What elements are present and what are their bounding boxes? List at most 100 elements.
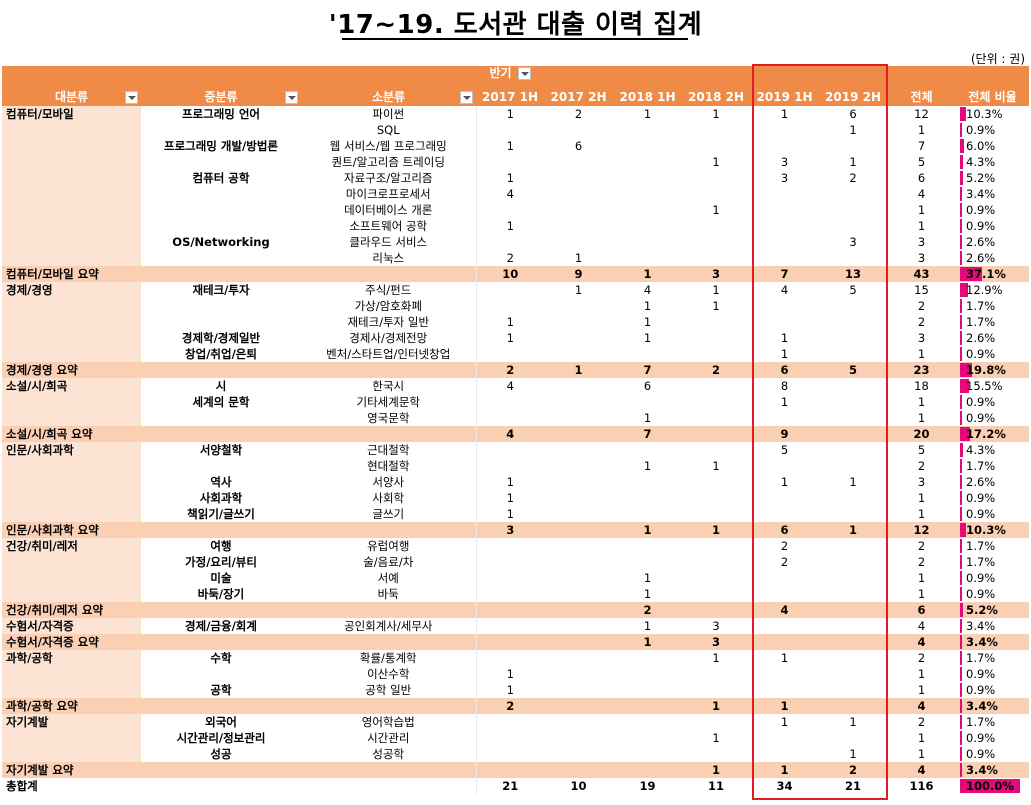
total-cell: 1	[917, 506, 926, 521]
ratio-bar	[960, 747, 962, 761]
period-value-cell: 1	[780, 714, 789, 729]
ratio-value: 0.9%	[966, 410, 996, 425]
period-value-cell	[613, 714, 682, 730]
period-value-cell: 4	[476, 426, 544, 442]
sub-category-cell: 마이크로프로세서	[301, 186, 477, 202]
ratio-cell: 0.9%	[956, 346, 1029, 362]
ratio-cell: 0.9%	[956, 746, 1029, 762]
period-value-cell	[682, 602, 750, 618]
period-value-cell: 5	[849, 282, 857, 297]
mid-category-cell	[141, 154, 301, 170]
ratio-bar	[960, 267, 982, 281]
mid-category-cell: 사회과학	[199, 490, 243, 505]
category-cell: 인문/사회과학	[2, 442, 141, 458]
category-cell	[2, 218, 141, 234]
column-header-period: 2017 1H	[476, 81, 544, 106]
category-cell	[2, 394, 141, 410]
ratio-cell: 1.7%	[956, 538, 1029, 554]
ratio-value: 5.2%	[966, 602, 998, 617]
mid-category-cell	[141, 298, 301, 314]
period-value-cell	[682, 538, 750, 554]
ratio-value: 0.9%	[966, 202, 996, 217]
period-value-cell: 21	[819, 778, 887, 794]
mid-category-cell	[141, 522, 301, 538]
period-value-cell	[819, 394, 887, 410]
period-value-cell: 5	[780, 442, 789, 457]
period-value-cell	[476, 762, 544, 778]
filter-dropdown-icon[interactable]	[460, 91, 473, 104]
ratio-cell: 1.7%	[956, 554, 1029, 570]
sub-category-cell: 한국시	[301, 378, 477, 394]
filter-dropdown-icon[interactable]	[125, 91, 138, 104]
category-cell: 경제/경영 요약	[2, 362, 141, 378]
period-value-cell: 1	[643, 586, 652, 601]
table-row: 건강/취미/레저 여행 유럽여행 2 2 1.7%	[2, 538, 1029, 554]
period-value-cell: 1	[613, 634, 682, 650]
filter-dropdown-icon[interactable]	[285, 91, 298, 104]
mid-category-cell	[141, 458, 301, 474]
period-value-cell	[476, 634, 544, 650]
period-value-cell	[544, 602, 613, 618]
period-value-cell	[613, 138, 682, 154]
period-value-cell	[682, 138, 750, 154]
total-cell: 1	[917, 570, 926, 585]
category-cell	[2, 138, 141, 154]
period-value-cell: 3	[682, 266, 750, 282]
header-blank	[301, 66, 476, 81]
ratio-bar	[960, 651, 962, 665]
ratio-cell: 1.7%	[956, 458, 1029, 474]
period-value-cell	[819, 650, 887, 666]
period-value-cell	[544, 186, 613, 202]
period-value-cell	[613, 538, 682, 554]
total-cell: 4	[887, 634, 956, 650]
period-value-cell	[682, 218, 750, 234]
period-value-cell: 1	[780, 394, 789, 409]
filter-dropdown-icon[interactable]	[517, 67, 531, 80]
column-header-sub[interactable]: 소분류	[301, 81, 476, 106]
ratio-bar	[960, 283, 968, 297]
period-value-cell	[819, 186, 887, 202]
period-value-cell	[819, 506, 887, 522]
period-value-cell	[476, 714, 544, 730]
mid-category-cell	[141, 410, 301, 426]
mid-category-cell: 바둑/장기	[197, 586, 245, 601]
period-value-cell	[476, 410, 544, 426]
unit-label: (단위 : 권)	[970, 52, 1025, 66]
period-value-cell	[682, 490, 750, 506]
ratio-cell: 5.2%	[956, 602, 1029, 618]
total-cell: 1	[917, 746, 926, 761]
ratio-value: 3.4%	[966, 762, 998, 777]
category-cell: 과학/공학 요약	[2, 698, 141, 714]
period-value-cell	[544, 170, 613, 186]
column-header-period: 2018 1H	[613, 81, 682, 106]
period-value-cell	[544, 490, 613, 506]
period-value-cell	[819, 570, 887, 586]
ratio-cell: 3.4%	[956, 634, 1029, 650]
period-value-cell	[613, 394, 682, 410]
period-value-cell	[682, 314, 750, 330]
period-value-cell	[750, 570, 819, 586]
category-cell	[2, 346, 141, 362]
column-header-mid[interactable]: 중분류	[141, 81, 301, 106]
period-value-cell	[819, 458, 887, 474]
category-cell	[2, 298, 141, 314]
period-value-cell	[750, 618, 819, 634]
column-header-period: 2017 2H	[544, 81, 613, 106]
period-value-cell	[682, 410, 750, 426]
period-value-cell: 1	[750, 762, 819, 778]
table-row: 책읽기/글쓰기 글쓰기 1 1 0.9%	[2, 506, 1029, 522]
period-value-cell	[819, 314, 887, 330]
grand-total-row: 총합계 21 10 19 11 34 21 116 100.0%	[2, 778, 1029, 794]
sub-category-cell: 경제사/경제전망	[301, 330, 477, 346]
column-header-category[interactable]: 대분류	[2, 81, 141, 106]
category-cell	[2, 474, 141, 490]
period-value-cell: 1	[544, 362, 613, 378]
category-cell: 수험서/자격증 요약	[2, 634, 141, 650]
period-value-cell	[750, 314, 819, 330]
ratio-bar	[960, 459, 962, 473]
period-value-cell	[613, 202, 682, 218]
total-cell: 1	[917, 218, 926, 233]
table-row: 리눅스 2 1 3 2.6%	[2, 250, 1029, 266]
half-filter-header[interactable]: 반기	[476, 66, 544, 81]
period-value-cell: 1	[712, 202, 720, 217]
